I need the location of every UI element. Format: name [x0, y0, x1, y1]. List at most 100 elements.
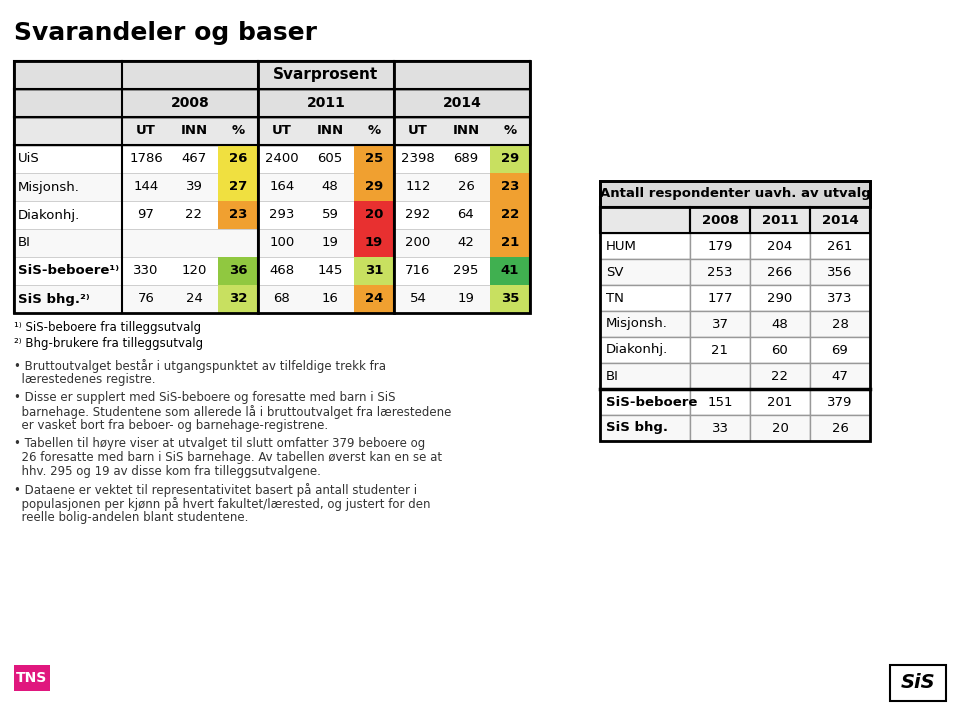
Bar [14, 145, 530, 173]
Text: 47: 47 [831, 369, 849, 383]
Bar [14, 117, 530, 145]
Text: 293: 293 [270, 208, 295, 221]
Text: hhv. 295 og 19 av disse kom fra tilleggsutvalgene.: hhv. 295 og 19 av disse kom fra tilleggs… [14, 465, 321, 478]
Bar [14, 173, 530, 201]
Text: 69: 69 [831, 343, 849, 356]
Text: 151: 151 [708, 396, 732, 409]
Text: 201: 201 [767, 396, 793, 409]
Bar [354, 257, 394, 285]
Bar [810, 415, 870, 441]
Bar [810, 207, 870, 233]
Text: 295: 295 [453, 265, 479, 278]
Bar [14, 61, 530, 89]
Text: 19: 19 [458, 293, 474, 306]
Bar [354, 201, 394, 229]
Bar [14, 229, 530, 257]
Text: %: % [503, 125, 516, 138]
Bar [490, 229, 530, 257]
Text: UiS: UiS [18, 153, 39, 166]
Bar [810, 207, 870, 233]
Bar [14, 61, 530, 313]
Text: SV: SV [606, 265, 623, 278]
Text: 26: 26 [228, 153, 247, 166]
Text: barnehage. Studentene som allerede lå i bruttoutvalget fra lærestedene: barnehage. Studentene som allerede lå i … [14, 405, 451, 419]
Text: 68: 68 [274, 293, 290, 306]
Text: 35: 35 [501, 293, 519, 306]
Bar [600, 181, 870, 207]
Bar [14, 173, 530, 201]
Bar [750, 207, 810, 233]
Bar [14, 89, 530, 117]
Bar [690, 337, 750, 363]
Bar [218, 257, 258, 285]
Text: 37: 37 [711, 317, 729, 330]
Bar [14, 257, 530, 285]
Text: reelle bolig-andelen blant studentene.: reelle bolig-andelen blant studentene. [14, 511, 249, 524]
Bar [14, 89, 530, 117]
Text: • Tabellen til høyre viser at utvalget til slutt omfatter 379 beboere og: • Tabellen til høyre viser at utvalget t… [14, 437, 425, 450]
Bar [600, 207, 690, 233]
Text: ²⁾ Bhg-brukere fra tilleggsutvalg: ²⁾ Bhg-brukere fra tilleggsutvalg [14, 337, 204, 350]
Bar [600, 207, 690, 233]
Text: 177: 177 [708, 291, 732, 304]
Text: 21: 21 [711, 343, 729, 356]
Bar [810, 337, 870, 363]
Bar [14, 665, 50, 691]
Text: 164: 164 [270, 180, 295, 193]
Bar [690, 311, 750, 337]
Text: Svarprosent: Svarprosent [274, 68, 378, 82]
Bar [810, 233, 870, 259]
Bar [354, 285, 394, 313]
Text: 379: 379 [828, 396, 852, 409]
Bar [810, 389, 870, 415]
Bar [750, 363, 810, 389]
Bar [354, 145, 394, 173]
Bar [750, 233, 810, 259]
Bar [14, 145, 530, 173]
Text: UT: UT [272, 125, 292, 138]
Text: 48: 48 [322, 180, 338, 193]
Bar [490, 173, 530, 201]
Text: 144: 144 [133, 180, 158, 193]
Text: 2008: 2008 [171, 96, 209, 110]
Text: 20: 20 [772, 422, 788, 435]
Text: Misjonsh.: Misjonsh. [606, 317, 668, 330]
Text: Diakonhj.: Diakonhj. [606, 343, 668, 356]
Text: 27: 27 [228, 180, 247, 193]
Text: 33: 33 [711, 422, 729, 435]
Bar [14, 117, 530, 145]
Bar [690, 207, 750, 233]
Text: 356: 356 [828, 265, 852, 278]
Bar [354, 173, 394, 201]
Bar [690, 363, 750, 389]
Text: 100: 100 [270, 236, 295, 249]
Text: UT: UT [136, 125, 156, 138]
Text: 179: 179 [708, 239, 732, 252]
Text: 200: 200 [405, 236, 431, 249]
Text: 97: 97 [137, 208, 155, 221]
Text: 373: 373 [828, 291, 852, 304]
Text: 2400: 2400 [265, 153, 299, 166]
Text: SiS-beboere: SiS-beboere [606, 396, 697, 409]
Text: 253: 253 [708, 265, 732, 278]
Text: 605: 605 [318, 153, 343, 166]
Bar [690, 233, 750, 259]
Bar [810, 259, 870, 285]
Text: 25: 25 [365, 153, 383, 166]
Text: 330: 330 [133, 265, 158, 278]
Text: 28: 28 [831, 317, 849, 330]
Bar [600, 181, 870, 207]
Text: 290: 290 [767, 291, 793, 304]
Bar [600, 285, 690, 311]
Text: 24: 24 [365, 293, 383, 306]
Bar [218, 285, 258, 313]
Bar [218, 173, 258, 201]
Text: 16: 16 [322, 293, 339, 306]
Bar [750, 207, 810, 233]
Text: 292: 292 [405, 208, 431, 221]
Text: 54: 54 [410, 293, 426, 306]
Bar [490, 285, 530, 313]
Text: 24: 24 [185, 293, 203, 306]
Bar [354, 229, 394, 257]
Text: 112: 112 [405, 180, 431, 193]
